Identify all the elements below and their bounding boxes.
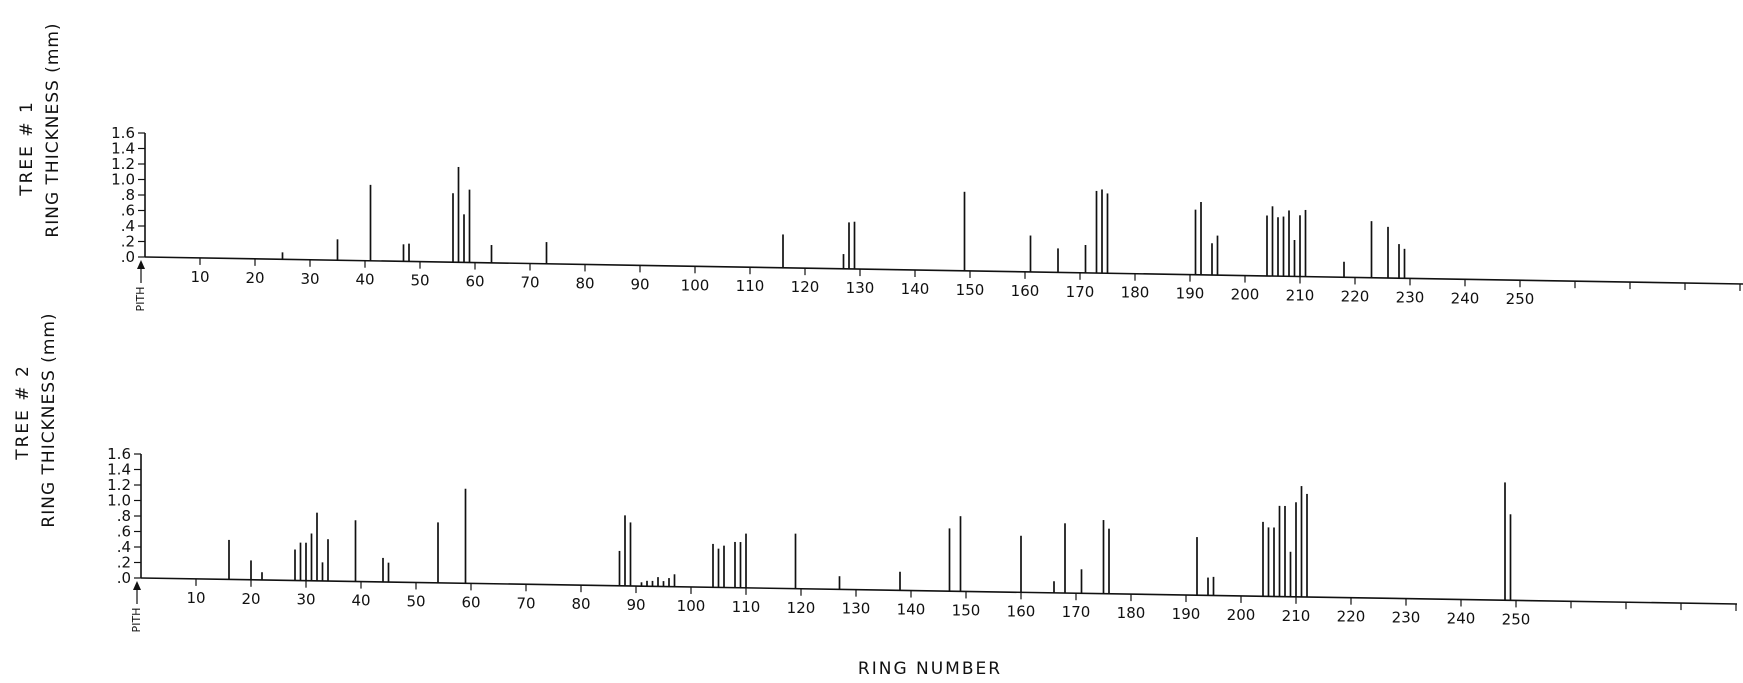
x-tick-label: 120	[791, 278, 820, 296]
x-tick-label: 100	[681, 276, 710, 294]
x-tick-label: 10	[186, 589, 205, 607]
x-tick-label: 100	[677, 597, 706, 615]
x-tick-label: 120	[787, 599, 816, 617]
tree-1-plot: .0.2.4.6.81.01.21.41.6 10 20 30 40 50 60 70 80 90…	[111, 124, 1743, 311]
y-tick-label: 1.0	[107, 492, 131, 510]
y-tick-label: 1.4	[111, 140, 135, 158]
x-tick-label: 20	[245, 269, 264, 287]
pith-label: PITH	[134, 287, 147, 312]
x-tick-label: 180	[1117, 604, 1146, 622]
x-tick-label: 130	[842, 600, 871, 618]
x-tick-label: 80	[575, 274, 594, 292]
y-tick-label: .8	[117, 507, 131, 525]
x-tick-label: 140	[897, 601, 926, 619]
x-tick-label: 90	[630, 275, 649, 293]
y-tick-label: 1.4	[107, 461, 131, 479]
x-tick-label: 40	[355, 271, 374, 289]
x-tick-label: 190	[1176, 285, 1205, 303]
tree-1-ylabel: RING THICKNESS (mm)	[43, 22, 63, 237]
x-tick-label: 200	[1227, 606, 1256, 624]
x-tick-label: 230	[1392, 609, 1421, 627]
x-tick-label: 110	[736, 277, 765, 295]
x-tick-label: 250	[1502, 610, 1531, 628]
x-axis-label: RING NUMBER	[858, 659, 1002, 679]
x-tick-label: 40	[351, 592, 370, 610]
x-tick-label: 160	[1011, 282, 1040, 300]
x-tick-label: 180	[1121, 284, 1150, 302]
pith-label: PITH	[130, 608, 143, 633]
x-tick-label: 30	[296, 591, 315, 609]
x-tick-label: 170	[1062, 603, 1091, 621]
x-tick-label: 50	[406, 592, 425, 610]
x-tick-label: 240	[1451, 289, 1480, 307]
y-tick-label: .6	[117, 523, 131, 541]
pith-arrow-head	[137, 260, 145, 269]
y-tick-label: .0	[117, 569, 131, 587]
x-tick-label: 210	[1282, 607, 1311, 625]
tree-1-label: TREE # 1	[17, 100, 37, 197]
x-tick-label: 150	[956, 281, 985, 299]
x-tick-label: 220	[1337, 608, 1366, 626]
x-tick-label: 110	[732, 598, 761, 616]
x-tick-label: 140	[901, 280, 930, 298]
x-tick-label: 150	[952, 601, 981, 619]
y-tick-label: .4	[121, 217, 135, 235]
x-tick-label: 170	[1066, 283, 1095, 301]
x-tick-label: 10	[190, 268, 209, 286]
y-tick-label: .2	[117, 554, 131, 572]
x-tick-label: 160	[1007, 602, 1036, 620]
x-tick-label: 60	[461, 593, 480, 611]
tree-2-panel: TREE # 2 RING THICKNESS (mm) .0.2.4.6.81…	[13, 312, 1738, 633]
tree-1-panel: TREE # 1 RING THICKNESS (mm) .0.2.4.6.81…	[17, 22, 1743, 311]
y-tick-label: 1.2	[107, 476, 131, 494]
x-tick-label: 80	[571, 595, 590, 613]
x-tick-label: 240	[1447, 610, 1476, 628]
x-axis-line	[140, 577, 1738, 605]
y-tick-label: .0	[121, 248, 135, 266]
x-tick-label: 230	[1396, 288, 1425, 306]
x-tick-label: 70	[520, 274, 539, 292]
y-tick-label: 1.6	[111, 124, 135, 142]
x-tick-label: 190	[1172, 605, 1201, 623]
y-tick-label: 1.0	[111, 171, 135, 189]
x-tick-label: 130	[846, 279, 875, 297]
x-tick-label: 20	[241, 590, 260, 608]
x-tick-label: 90	[626, 596, 645, 614]
y-tick-label: 1.6	[107, 445, 131, 463]
x-axis-line	[144, 256, 1743, 285]
x-tick-label: 220	[1341, 287, 1370, 305]
y-tick-label: .2	[121, 233, 135, 251]
tree-2-label: TREE # 2	[13, 364, 33, 461]
x-tick-label: 60	[465, 273, 484, 291]
pith-arrow-head	[133, 581, 141, 590]
x-tick-label: 50	[410, 272, 429, 290]
y-tick-label: .8	[121, 186, 135, 204]
x-tick-label: 210	[1286, 287, 1315, 305]
y-tick-label: .4	[117, 538, 131, 556]
x-tick-label: 200	[1231, 286, 1260, 304]
y-tick-label: 1.2	[111, 155, 135, 173]
x-tick-label: 70	[516, 594, 535, 612]
x-tick-label: 250	[1506, 290, 1535, 308]
tree-2-plot: .0.2.4.6.81.01.21.41.6 10 20 30 40 50 60 70 80 90…	[107, 445, 1738, 633]
tree-2-ylabel: RING THICKNESS (mm)	[39, 312, 59, 527]
y-tick-label: .6	[121, 202, 135, 220]
x-tick-label: 30	[300, 270, 319, 288]
